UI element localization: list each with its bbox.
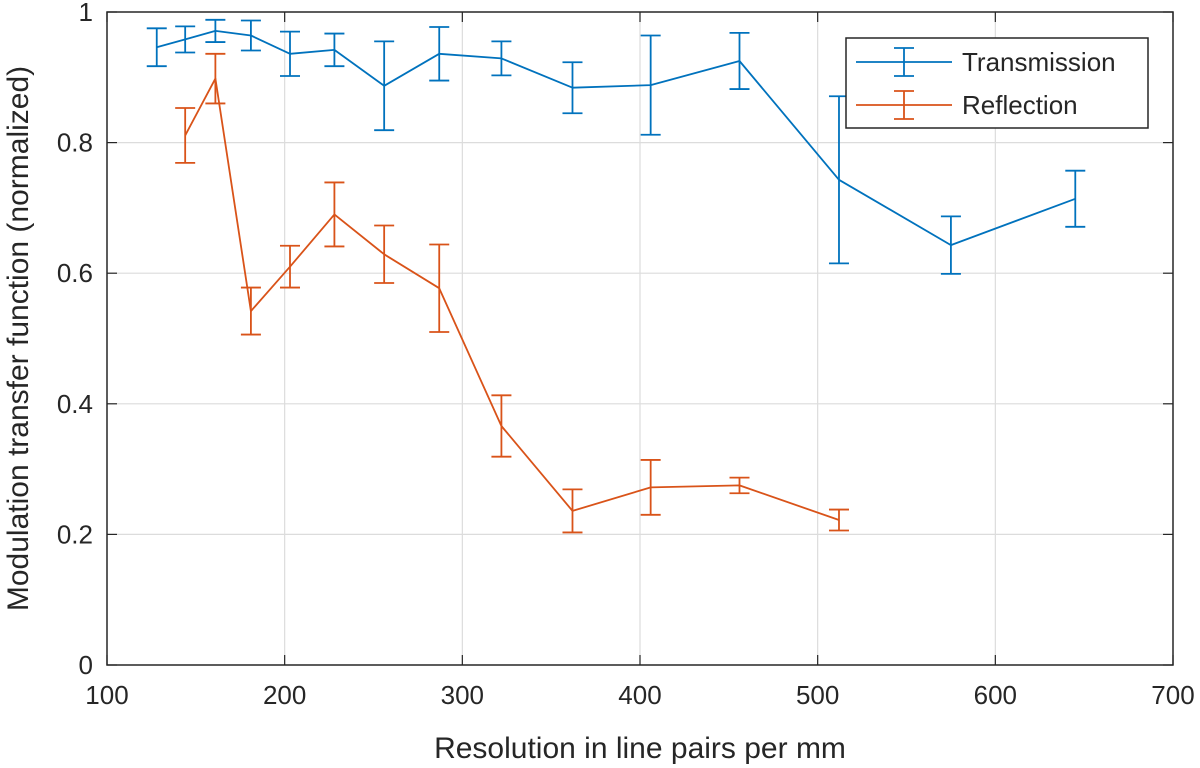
y-axis-label: Modulation transfer function (normalized… bbox=[2, 66, 35, 611]
series-line-reflection bbox=[184, 77, 840, 521]
legend-item-transmission: Transmission bbox=[856, 47, 1116, 77]
series-reflection bbox=[175, 52, 849, 534]
y-tick-label: 1 bbox=[79, 0, 93, 27]
legend-box bbox=[845, 37, 1149, 129]
error-bar bbox=[1065, 169, 1086, 228]
error-bar bbox=[640, 34, 661, 136]
error-bar bbox=[729, 476, 750, 495]
error-bar bbox=[491, 40, 512, 77]
series-transmission bbox=[146, 18, 1086, 275]
y-tick-label: 0 bbox=[79, 650, 93, 680]
x-tick-label: 300 bbox=[441, 680, 484, 710]
x-tick-label: 400 bbox=[618, 680, 661, 710]
y-tick-label: 0.8 bbox=[57, 128, 93, 158]
error-bar bbox=[429, 243, 450, 333]
grid bbox=[107, 12, 1173, 665]
legend: Transmission Reflection bbox=[845, 37, 1149, 129]
error-bar bbox=[562, 61, 583, 115]
error-bar bbox=[374, 40, 395, 132]
ticks: 100 200 300 400 500 600 700 0 0.2 0.4 0.6 0.8 1 bbox=[57, 0, 1195, 710]
error-bar bbox=[324, 32, 345, 68]
error-bar bbox=[940, 215, 961, 275]
error-bar bbox=[240, 19, 261, 52]
x-tick-label: 200 bbox=[263, 680, 306, 710]
error-bar bbox=[146, 27, 167, 68]
y-tick-label: 0.6 bbox=[57, 258, 93, 288]
error-bar bbox=[175, 107, 196, 164]
error-bar bbox=[279, 244, 300, 289]
error-bar bbox=[828, 508, 849, 532]
error-bar bbox=[562, 488, 583, 534]
series-layer bbox=[146, 18, 1086, 534]
error-bar bbox=[491, 394, 512, 458]
error-bar bbox=[175, 25, 196, 54]
error-bar bbox=[640, 459, 661, 516]
legend-label-reflection: Reflection bbox=[962, 90, 1078, 120]
error-bar bbox=[205, 52, 226, 105]
x-axis-label: Resolution in line pairs per mm bbox=[434, 732, 846, 765]
x-tick-label: 100 bbox=[85, 680, 128, 710]
error-bar bbox=[205, 18, 226, 43]
error-bar bbox=[240, 286, 261, 336]
error-bar bbox=[374, 224, 395, 284]
error-bar bbox=[429, 26, 450, 82]
error-bar bbox=[729, 31, 750, 90]
error-bar bbox=[279, 30, 300, 77]
y-tick-label: 0.4 bbox=[57, 389, 93, 419]
error-bar bbox=[324, 181, 345, 248]
legend-item-reflection: Reflection bbox=[856, 90, 1078, 120]
x-tick-label: 500 bbox=[796, 680, 839, 710]
y-tick-label: 0.2 bbox=[57, 519, 93, 549]
x-tick-label: 700 bbox=[1151, 680, 1194, 710]
legend-label-transmission: Transmission bbox=[962, 47, 1116, 77]
x-tick-label: 600 bbox=[974, 680, 1017, 710]
